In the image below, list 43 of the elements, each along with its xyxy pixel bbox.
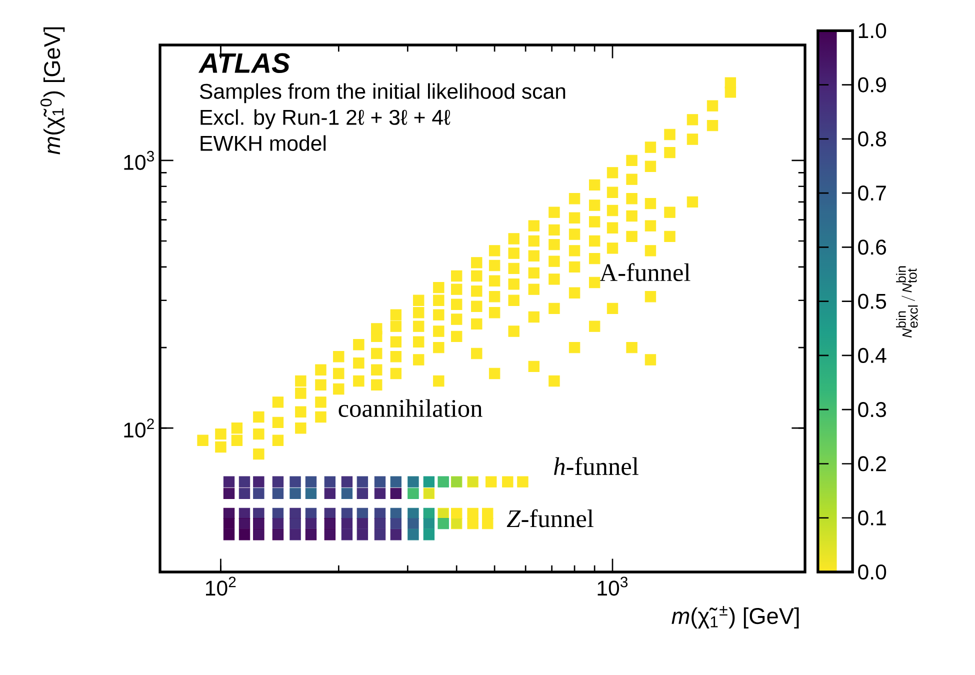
annotation: coannihilation bbox=[338, 399, 482, 418]
annotation: Z-funnel bbox=[506, 509, 594, 528]
point bbox=[341, 488, 353, 500]
point bbox=[272, 488, 284, 500]
color-bar-label: 0.7 bbox=[858, 186, 886, 201]
color-bar-title: $\textit{N}^{\textrm{bin}}_{\textrm{excl}}\,/\,\textit{N}^{\textrm{bin}}_{\textrm{tot}}$ bbox=[896, 266, 918, 338]
point bbox=[223, 529, 235, 540]
point bbox=[272, 518, 284, 530]
point bbox=[423, 529, 435, 540]
color-bar-label: 0.0 bbox=[858, 564, 886, 580]
point bbox=[423, 518, 435, 530]
y-axis-title: m(χ̃$_{1}$$^{0}$) [GeV] bbox=[40, 27, 65, 154]
color-bar-label: 0.1 bbox=[858, 510, 886, 526]
point bbox=[290, 488, 301, 500]
color-bar-label: 0.9 bbox=[858, 77, 886, 92]
annotation: A-funnel bbox=[600, 263, 690, 282]
point bbox=[408, 508, 419, 520]
annotation: Excl. by Run-1 2ℓ + 3ℓ + 4ℓ bbox=[200, 109, 450, 130]
point bbox=[238, 529, 250, 540]
color-bar-label: 0.5 bbox=[858, 294, 886, 309]
point bbox=[305, 518, 317, 530]
color-bar-label: 1.0 bbox=[858, 23, 886, 38]
point bbox=[423, 488, 435, 500]
point bbox=[341, 518, 353, 530]
color-bar-label: 0.8 bbox=[858, 131, 886, 146]
color-bar-label: 0.2 bbox=[858, 456, 886, 472]
color-bar-label: 0.3 bbox=[858, 402, 886, 418]
point bbox=[408, 476, 419, 488]
point bbox=[223, 518, 235, 530]
x-axis-title: m(χ̃$_{1}$$^{±}$) [GeV] bbox=[672, 606, 799, 629]
annotation: Samples from the initial likelihood scan bbox=[200, 83, 566, 104]
point bbox=[423, 476, 435, 488]
point bbox=[408, 529, 419, 540]
color-bar-label: 0.6 bbox=[858, 240, 886, 255]
annotation: ATLAS bbox=[198, 53, 290, 73]
point bbox=[408, 488, 419, 500]
annotation: h-funnel bbox=[554, 457, 638, 476]
point bbox=[305, 488, 317, 500]
point bbox=[356, 518, 368, 530]
annotation: EWKH model bbox=[200, 135, 326, 151]
point bbox=[374, 476, 386, 488]
point bbox=[305, 476, 317, 488]
color-bar-label: 0.4 bbox=[858, 348, 886, 364]
